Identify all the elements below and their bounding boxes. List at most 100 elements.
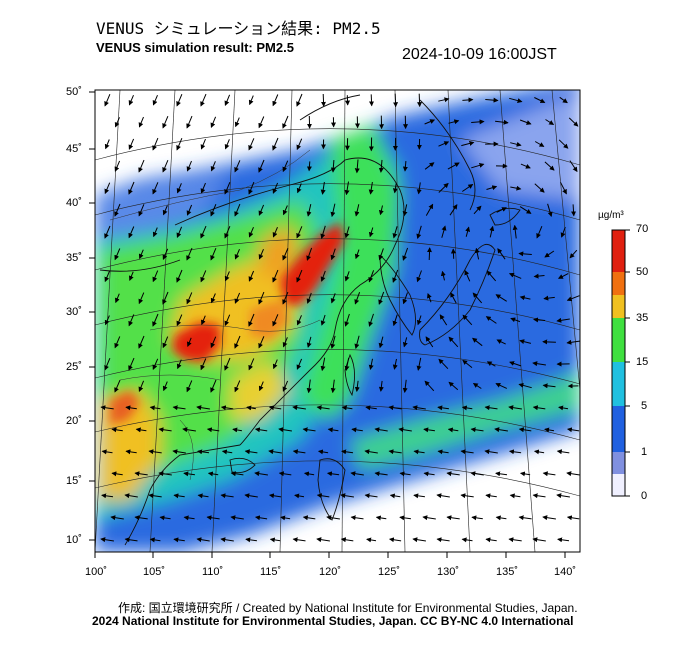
wind-arrow	[566, 295, 580, 302]
wind-arrow	[183, 515, 195, 521]
wind-arrow	[258, 249, 264, 260]
wind-arrow	[282, 115, 289, 129]
wind-arrow	[196, 405, 210, 411]
lon-label: 130˚	[437, 566, 460, 578]
wind-arrow	[234, 203, 241, 217]
wind-arrow	[282, 337, 288, 348]
wind-arrow	[278, 427, 292, 433]
wind-arrow	[268, 449, 282, 455]
wind-arrow	[101, 493, 114, 499]
wind-arrow	[162, 291, 169, 305]
wind-arrow	[547, 203, 553, 217]
wind-arrow	[462, 184, 474, 192]
wind-arrow	[114, 117, 120, 128]
wind-arrow	[460, 493, 474, 499]
wind-arrow	[272, 94, 279, 107]
lon-label: 115˚	[260, 566, 282, 578]
wind-arrow	[224, 357, 231, 371]
wind-arrow	[296, 358, 303, 370]
wind-arrow	[248, 313, 255, 327]
wind-arrow	[462, 359, 473, 368]
wind-arrow	[296, 269, 303, 283]
wind-arrow	[206, 515, 220, 521]
wind-arrow	[248, 358, 255, 371]
wind-arrow	[354, 335, 360, 350]
wind-arrow	[296, 183, 302, 194]
title-english: VENUS simulation result: PM2.5	[96, 40, 294, 55]
wind-arrow	[486, 270, 497, 282]
wind-arrow	[388, 405, 402, 411]
wind-arrow	[268, 405, 282, 411]
wind-arrow	[375, 515, 387, 521]
wind-arrow	[398, 427, 412, 433]
wind-arrow	[437, 405, 449, 411]
wind-arrow	[532, 537, 546, 543]
wind-arrow	[354, 204, 360, 217]
wind-arrow	[248, 95, 254, 106]
wind-arrow	[292, 405, 306, 411]
wind-arrow	[152, 95, 158, 106]
wind-arrow	[111, 471, 123, 477]
wind-arrow	[104, 358, 111, 371]
title-japanese: VENUS シミュレーション結果: PM2.5	[96, 19, 381, 38]
wind-arrow	[302, 427, 316, 433]
wind-arrow	[350, 471, 364, 477]
wind-arrow	[186, 247, 193, 261]
wind-arrow	[176, 359, 182, 370]
wind-arrow	[128, 357, 135, 371]
wind-arrow	[148, 449, 162, 455]
wind-arrow	[282, 248, 289, 261]
wind-arrow	[402, 292, 408, 305]
wind-arrow	[364, 493, 378, 499]
wind-arrow	[402, 379, 408, 394]
timestamp: 2024-10-09 16:00JST	[402, 46, 557, 63]
wind-arrow	[234, 249, 240, 260]
wind-arrow	[104, 270, 111, 283]
wind-arrow	[351, 427, 363, 433]
wind-arrow	[542, 515, 556, 521]
wind-arrow	[128, 271, 134, 281]
wind-arrow	[138, 116, 144, 128]
wind-arrow	[104, 315, 110, 326]
lat-label: 20˚	[66, 415, 82, 427]
wind-arrow	[224, 182, 231, 195]
wind-arrow	[254, 471, 268, 477]
wind-arrow	[518, 382, 532, 389]
lon-label: 125˚	[378, 566, 401, 578]
lat-label: 35˚	[66, 252, 82, 264]
wind-arrow	[427, 247, 433, 261]
wind-arrow	[282, 160, 289, 173]
wind-arrow	[344, 181, 350, 196]
wind-arrow	[210, 379, 217, 393]
wind-arrow	[162, 116, 169, 129]
lon-label: 135˚	[496, 566, 519, 578]
wind-arrow	[566, 427, 580, 433]
wind-arrow	[392, 314, 398, 327]
wind-arrow	[374, 471, 388, 477]
wind-arrow	[224, 226, 231, 239]
wind-arrow	[148, 493, 162, 499]
lon-label: 105˚	[143, 566, 166, 578]
wind-arrow	[556, 317, 570, 323]
wind-arrow	[447, 427, 459, 433]
wind-arrow	[485, 97, 499, 103]
wind-arrow	[258, 336, 265, 349]
wind-arrow	[344, 313, 350, 327]
wind-arrow	[438, 358, 449, 370]
colorbar-frame	[611, 229, 626, 497]
wind-arrow	[341, 449, 354, 455]
wind-arrow	[495, 119, 509, 125]
wind-arrow	[186, 292, 193, 305]
wind-arrow	[447, 162, 460, 170]
wind-arrow	[258, 381, 264, 392]
wind-arrow	[282, 205, 288, 216]
wind-arrow	[172, 405, 186, 411]
wind-arrow	[210, 161, 216, 172]
wind-arrow	[559, 96, 568, 104]
wind-arrow	[544, 427, 555, 433]
wind-arrow	[413, 449, 425, 455]
wind-arrow	[518, 515, 532, 521]
wind-arrow	[534, 97, 546, 103]
wind-arrow	[402, 337, 408, 348]
wind-arrow	[519, 206, 532, 214]
